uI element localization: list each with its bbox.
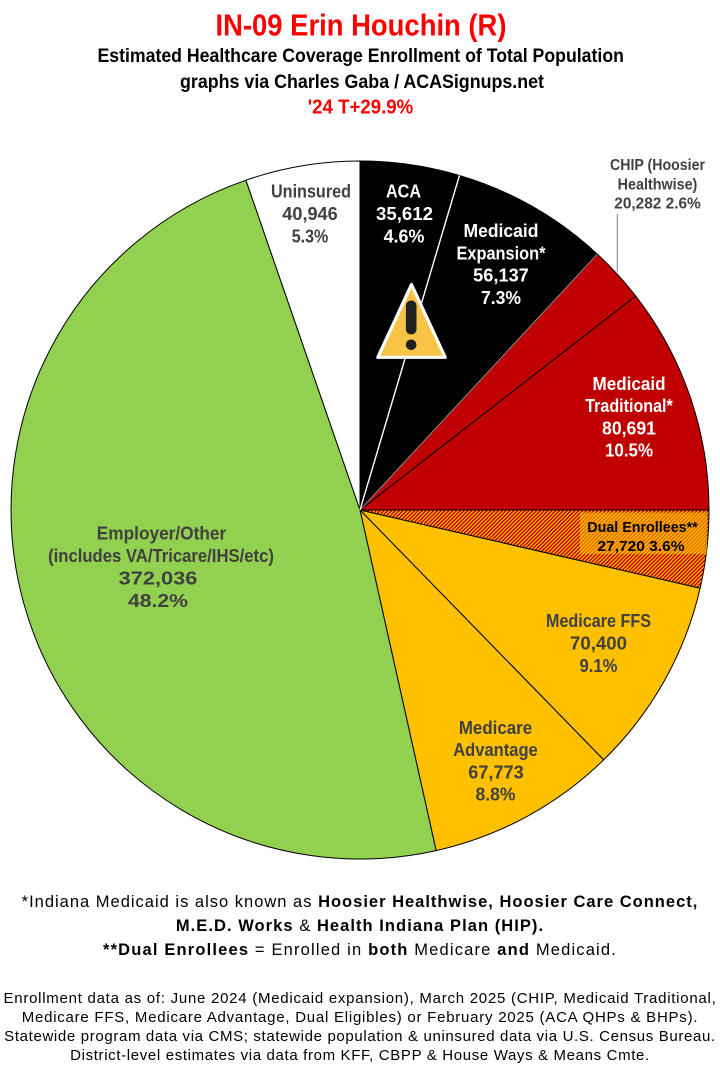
- svg-text:ACA: ACA: [386, 182, 421, 202]
- svg-text:48.2%: 48.2%: [128, 591, 188, 611]
- svg-text:35,612: 35,612: [376, 204, 433, 224]
- svg-text:Statewide program data via CMS: Statewide program data via CMS; statewid…: [4, 1028, 716, 1045]
- svg-text:**Dual Enrollees = Enrolled in: **Dual Enrollees = Enrolled in both Medi…: [103, 941, 617, 959]
- svg-text:Medicare: Medicare: [459, 718, 532, 738]
- svg-text:Medicare FFS, Medicare Advanta: Medicare FFS, Medicare Advantage, Dual E…: [22, 1009, 699, 1026]
- svg-text:Estimated Healthcare Coverage: Estimated Healthcare Coverage Enrollment…: [97, 45, 624, 67]
- svg-text:Medicaid: Medicaid: [464, 221, 539, 241]
- svg-text:9.1%: 9.1%: [580, 656, 618, 676]
- svg-text:4.6%: 4.6%: [384, 226, 425, 246]
- svg-text:Medicaid: Medicaid: [593, 374, 666, 394]
- svg-text:Healthwise): Healthwise): [618, 176, 698, 193]
- svg-text:CHIP (Hoosier: CHIP (Hoosier: [610, 157, 705, 174]
- svg-text:20,282 2.6%: 20,282 2.6%: [614, 195, 701, 212]
- svg-text:*Indiana Medicaid is also know: *Indiana Medicaid is also known as Hoosi…: [22, 893, 699, 911]
- svg-text:graphs via Charles Gaba / ACAS: graphs via Charles Gaba / ACASignups.net: [180, 71, 544, 93]
- svg-text:5.3%: 5.3%: [292, 226, 329, 246]
- svg-text:70,400: 70,400: [570, 634, 627, 654]
- svg-text:8.8%: 8.8%: [476, 785, 516, 805]
- svg-text:40,946: 40,946: [282, 204, 337, 224]
- svg-text:10.5%: 10.5%: [605, 441, 653, 461]
- svg-text:56,137: 56,137: [473, 266, 529, 286]
- svg-text:M.E.D. Works & Health Indiana: M.E.D. Works & Health Indiana Plan (HIP)…: [176, 917, 544, 935]
- svg-text:IN-09 Erin Houchin (R): IN-09 Erin Houchin (R): [216, 8, 507, 43]
- svg-text:67,773: 67,773: [468, 762, 524, 782]
- svg-text:80,691: 80,691: [602, 418, 656, 438]
- svg-text:(includes VA/Tricare/IHS/etc): (includes VA/Tricare/IHS/etc): [48, 546, 274, 566]
- svg-text:Enrollment data as of: June 20: Enrollment data as of: June 2024 (Medica…: [4, 990, 717, 1007]
- svg-text:Traditional*: Traditional*: [585, 396, 673, 416]
- svg-text:Advantage: Advantage: [453, 740, 538, 760]
- svg-text:7.3%: 7.3%: [481, 288, 521, 308]
- svg-text:27,720 3.6%: 27,720 3.6%: [598, 538, 685, 555]
- svg-text:Dual Enrollees**: Dual Enrollees**: [587, 519, 698, 536]
- svg-text:Medicare FFS: Medicare FFS: [546, 611, 651, 631]
- svg-text:Expansion*: Expansion*: [457, 243, 546, 263]
- svg-text:Uninsured: Uninsured: [271, 182, 351, 202]
- svg-text:District-level estimates via d: District-level estimates via data from K…: [70, 1047, 650, 1064]
- svg-text:'24 T+29.9%: '24 T+29.9%: [308, 97, 414, 119]
- svg-text:Employer/Other: Employer/Other: [97, 523, 226, 543]
- svg-text:372,036: 372,036: [119, 568, 198, 588]
